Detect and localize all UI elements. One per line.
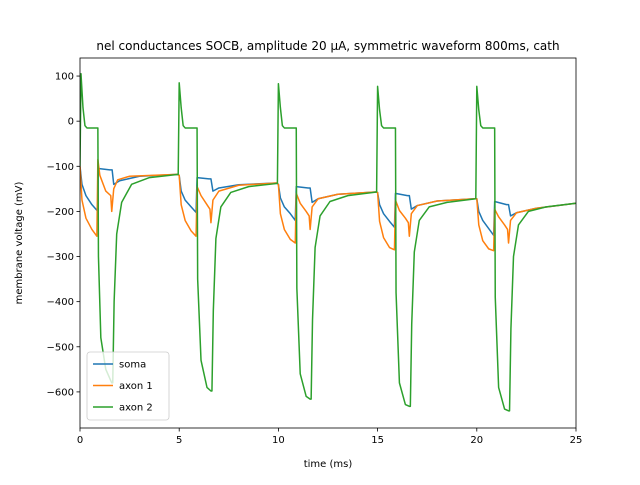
x-tick-label: 0: [77, 435, 83, 446]
legend-label: axon 1: [119, 381, 153, 392]
y-axis-label: membrane voltage (mV): [14, 181, 25, 304]
y-tick-label: −400: [47, 297, 74, 308]
series-line-soma: [80, 166, 576, 237]
y-tick-label: 100: [55, 72, 74, 83]
legend: soma axon 1 axon 2: [86, 351, 170, 421]
y-tick-label: −100: [47, 162, 74, 173]
y-tick-label: −600: [47, 387, 74, 398]
legend-label: axon 2: [119, 403, 153, 414]
series-line-axon-1: [80, 158, 576, 252]
y-tick-label: −500: [47, 342, 74, 353]
legend-box: [86, 351, 170, 421]
chart-title: nel conductances SOCB, amplitude 20 μA, …: [96, 39, 559, 53]
x-tick-label: 25: [570, 435, 583, 446]
x-tick-label: 15: [371, 435, 384, 446]
series-line-axon-2: [80, 73, 576, 412]
y-tick-label: −200: [47, 207, 74, 218]
y-tick-label: 0: [68, 117, 74, 128]
plot-frame: [79, 57, 577, 429]
legend-label: soma: [119, 360, 146, 371]
x-tick-label: 20: [470, 435, 483, 446]
x-tick-label: 10: [272, 435, 285, 446]
x-tick-label: 5: [176, 435, 182, 446]
x-axis-label: time (ms): [304, 459, 353, 470]
y-tick-label: −300: [47, 252, 74, 263]
